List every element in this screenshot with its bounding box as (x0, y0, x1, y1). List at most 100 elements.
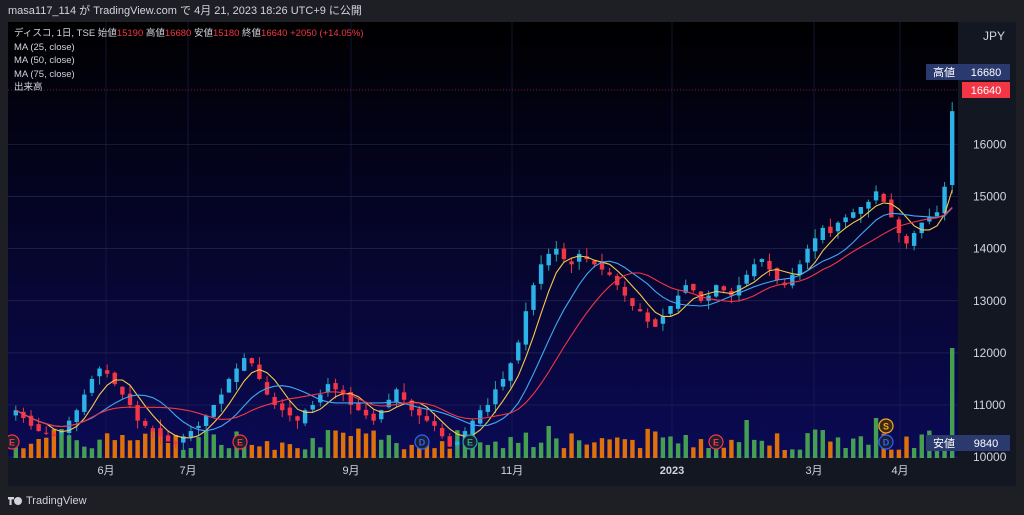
price-tag-value: 9840 (974, 438, 998, 450)
volume-bar (805, 433, 810, 458)
candle-body (424, 416, 430, 421)
footer-brand[interactable]: TradingView (26, 495, 87, 507)
volume-bar (660, 437, 666, 458)
candle-body (455, 441, 460, 446)
volume-bar (744, 420, 749, 458)
volume-bar (668, 436, 673, 458)
volume-bar (333, 430, 338, 458)
candle-body (508, 363, 513, 381)
legend-ma1[interactable]: MA (25, close) (14, 41, 75, 53)
candle-body (340, 389, 346, 395)
y-tick-label: 14000 (973, 242, 1007, 256)
volume-bar (546, 426, 551, 458)
candle-body (493, 389, 498, 405)
volume-bar (143, 433, 148, 458)
candle-body (356, 402, 361, 411)
price-chart[interactable]: JPY 16000150001400013000120001100010000 … (4, 22, 1016, 486)
volume-bar (934, 447, 940, 458)
candle-body (470, 420, 475, 434)
candle-body (181, 436, 186, 443)
volume-bar (911, 447, 917, 458)
volume-bar (379, 439, 384, 458)
volume-bar (44, 437, 49, 458)
legend-high: 16680 (164, 28, 192, 39)
candle-body (675, 295, 681, 309)
candle-body (927, 217, 932, 222)
legend-low-label: 安値 (193, 28, 213, 39)
volume-bar (516, 442, 521, 458)
candle-body (417, 408, 422, 416)
volume-bar (424, 442, 430, 458)
candle-body (683, 285, 688, 293)
legend-close-label: 終値 (242, 28, 262, 39)
chart-legend: ディスコ, 1日, TSE 始値15190 高値16680 安値15180 終値… (14, 27, 364, 95)
volume-bar (82, 446, 87, 458)
candle-body (66, 420, 72, 433)
candle-body (911, 233, 917, 246)
event-marker-label: D (419, 438, 426, 448)
legend-change: +2050 (+14.05%) (290, 28, 364, 39)
volume-bar (683, 435, 688, 458)
price-axis[interactable] (958, 22, 1016, 486)
volume-bar (462, 441, 468, 458)
x-tick-label: 3月 (805, 465, 822, 477)
volume-bar (584, 444, 589, 458)
candle-body (59, 431, 64, 434)
publish-header-text: masa117_114 が TradingView.com で 4月 21, 2… (8, 5, 362, 17)
chart-frame: JPY 16000 15000 14000 13000 12000 11000 10000 … (4, 22, 1016, 486)
candle-body (485, 405, 491, 412)
legend-ma3[interactable]: MA (75, close) (14, 68, 75, 80)
x-tick-label: 11月 (501, 465, 523, 477)
candle-body (942, 186, 947, 214)
volume-bar (698, 439, 704, 458)
volume-bar (485, 444, 491, 458)
candle-body (173, 442, 178, 445)
volume-bar (394, 443, 399, 458)
time-axis[interactable] (8, 458, 958, 486)
candle-body (721, 286, 727, 291)
candle-body (949, 111, 955, 186)
volume-bar (120, 435, 125, 458)
volume-bar (127, 440, 133, 458)
volume-bar (919, 434, 924, 458)
volume-bar (736, 442, 742, 458)
candle-body (241, 358, 247, 371)
event-markers: E E D E E DS (4, 418, 894, 450)
y-tick-label: 13000 (973, 294, 1007, 308)
legend-ma2[interactable]: MA (50, close) (14, 55, 75, 66)
volume-bar (249, 444, 255, 458)
candle-body (226, 378, 232, 393)
candle-body (127, 393, 133, 405)
candle-body (219, 394, 224, 404)
x-tick-label: 9月 (342, 465, 359, 477)
candle-body (165, 435, 171, 442)
candle-body (561, 248, 567, 260)
candle-body (622, 286, 628, 296)
price-tags: 高値 16680 16640 安値 9840 (926, 64, 1010, 451)
candle-body (584, 256, 589, 260)
volume-bar (767, 445, 772, 458)
candle-body (272, 397, 277, 405)
candles (13, 102, 955, 452)
volume-bar (851, 438, 856, 458)
candle-body (21, 411, 26, 419)
legend-open: 15190 (116, 28, 144, 39)
candle-body (592, 260, 597, 265)
volume-bar (691, 447, 696, 458)
candle-body (120, 386, 125, 395)
candle-body (89, 378, 95, 393)
event-marker-icon (462, 434, 478, 450)
candle-body (569, 261, 574, 265)
volume-bar (21, 448, 26, 458)
candle-body (828, 226, 833, 234)
volume-bar (150, 431, 156, 458)
candle-body (211, 405, 216, 417)
legend-volume[interactable]: 出来高 (14, 82, 43, 93)
candle-body (249, 358, 255, 364)
candle-body (904, 236, 909, 244)
volume-bar (531, 447, 536, 458)
volume-bar (797, 449, 803, 458)
volume-bar (820, 430, 825, 458)
ma-line (15, 207, 953, 432)
volume-bar (13, 447, 19, 458)
